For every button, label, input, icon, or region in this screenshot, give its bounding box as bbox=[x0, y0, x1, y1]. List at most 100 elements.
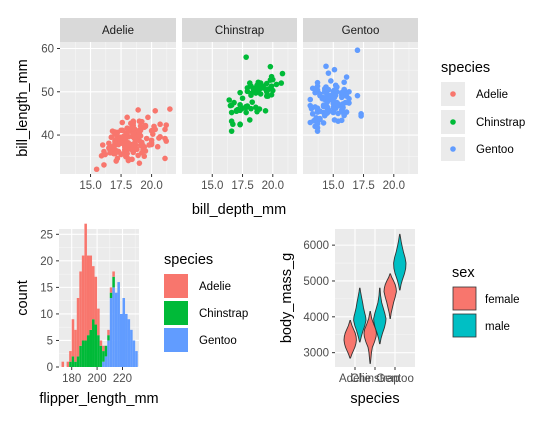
y-tick-label: 0 bbox=[47, 362, 53, 374]
histogram-bar bbox=[104, 356, 108, 367]
legend-swatch-adelie bbox=[164, 274, 188, 298]
scatter-point bbox=[128, 120, 134, 127]
violin-shape bbox=[343, 319, 357, 359]
scatter-point bbox=[335, 102, 341, 109]
y-tick-label: 25 bbox=[40, 229, 53, 241]
scatter-point bbox=[321, 89, 328, 95]
scatter-point bbox=[278, 80, 285, 86]
scatter-point bbox=[268, 92, 275, 98]
x-tick-label: 200 bbox=[88, 373, 107, 385]
histogram-bar bbox=[69, 351, 72, 362]
y-axis-title: bill_length_mm bbox=[15, 59, 31, 157]
histogram-bar bbox=[102, 351, 105, 362]
y-axis-ticks: 0 5 10 15 20 25 bbox=[40, 229, 59, 374]
scatter-point bbox=[262, 108, 269, 114]
legend-label-female: female bbox=[485, 294, 520, 306]
scatter-point bbox=[321, 112, 328, 119]
scatter-plot: Adelie Chinstrap Gentoo 40 50 60 15.0 17.5 2… bbox=[15, 18, 525, 218]
histogram-bar bbox=[66, 361, 70, 367]
scatter-point bbox=[279, 70, 286, 77]
histogram-bar bbox=[71, 356, 75, 367]
x-axis-title: flipper_length_mm bbox=[39, 391, 158, 407]
histogram-bar bbox=[107, 340, 110, 367]
histogram-bar bbox=[86, 255, 90, 336]
histogram-bar bbox=[127, 319, 131, 367]
scatter-point bbox=[93, 166, 100, 173]
bars-histogram bbox=[61, 223, 138, 367]
scatter-point bbox=[230, 121, 236, 128]
scatter-point bbox=[135, 152, 141, 159]
points-gentoo bbox=[307, 47, 364, 134]
scatter-point bbox=[325, 70, 332, 76]
scatter-point bbox=[141, 153, 148, 160]
scatter-point bbox=[343, 74, 350, 80]
scatter-point bbox=[119, 140, 126, 147]
histogram-bar bbox=[99, 340, 103, 346]
scatter-point bbox=[101, 162, 107, 168]
scatter-point bbox=[162, 135, 168, 142]
facet-strip-chinstrap bbox=[182, 18, 297, 42]
scatter-point bbox=[129, 146, 135, 153]
scatter-point bbox=[248, 90, 254, 97]
points-adelie bbox=[93, 106, 173, 173]
histogram-bar bbox=[71, 319, 75, 357]
legend-swatch-chinstrap bbox=[164, 301, 188, 325]
violin-shape bbox=[373, 287, 387, 345]
scatter-point bbox=[314, 124, 321, 131]
x-tick-label: 220 bbox=[113, 373, 132, 385]
histogram-bar bbox=[109, 287, 113, 293]
scatter-point bbox=[340, 101, 346, 107]
histogram-bar bbox=[117, 282, 120, 367]
histogram-bar bbox=[69, 361, 72, 367]
legend-swatch-female bbox=[452, 286, 477, 311]
histogram-bar bbox=[81, 340, 85, 367]
histogram-bar bbox=[74, 361, 77, 367]
histogram-bar bbox=[132, 340, 136, 367]
scatter-point bbox=[109, 143, 116, 150]
histogram-bar bbox=[89, 329, 93, 367]
scatter-point bbox=[101, 148, 107, 155]
scatter-point bbox=[335, 110, 341, 117]
scatter-point bbox=[323, 63, 329, 70]
scatter-point bbox=[246, 117, 253, 123]
histogram-bar bbox=[89, 255, 93, 330]
scatter-point bbox=[163, 122, 170, 128]
violin-shape bbox=[393, 233, 407, 291]
scatter-point bbox=[98, 153, 105, 159]
histogram-bar bbox=[104, 345, 108, 357]
scatter-point bbox=[131, 135, 138, 142]
scatter-point bbox=[307, 119, 314, 126]
y-tick-label: 4000 bbox=[303, 312, 329, 324]
scatter-point bbox=[338, 117, 345, 124]
legend-title: sex bbox=[452, 265, 475, 281]
scatter-point bbox=[312, 117, 318, 123]
scatter-point bbox=[125, 141, 132, 148]
scatter-point bbox=[330, 95, 337, 102]
scatter-point bbox=[162, 155, 168, 162]
scatter-point bbox=[354, 92, 361, 99]
scatter-point bbox=[237, 121, 243, 128]
histogram-bar bbox=[84, 223, 87, 341]
x-tick-label: Adelie bbox=[339, 373, 371, 385]
scatter-point bbox=[307, 102, 314, 109]
histogram-bar bbox=[135, 351, 138, 367]
y-tick-label: 60 bbox=[41, 43, 54, 55]
violin-shape bbox=[363, 310, 377, 364]
legend-label-chinstrap: Chinstrap bbox=[199, 308, 248, 320]
scatter-point bbox=[268, 73, 275, 80]
x-axis-title: species bbox=[350, 391, 399, 407]
scatter-point bbox=[346, 95, 352, 102]
scatter-point bbox=[314, 79, 321, 86]
histogram-bar bbox=[94, 324, 98, 367]
legend-label-adelie: Adelie bbox=[199, 281, 231, 293]
scatter-point bbox=[317, 108, 323, 115]
legend-title: species bbox=[441, 60, 490, 76]
y-tick-label: 5 bbox=[47, 335, 53, 347]
scatter-point bbox=[273, 81, 280, 88]
facet-label-adelie: Adelie bbox=[102, 25, 134, 37]
histogram-bar bbox=[119, 313, 123, 367]
scatter-point bbox=[324, 94, 331, 100]
legend: sex female male bbox=[452, 265, 520, 338]
